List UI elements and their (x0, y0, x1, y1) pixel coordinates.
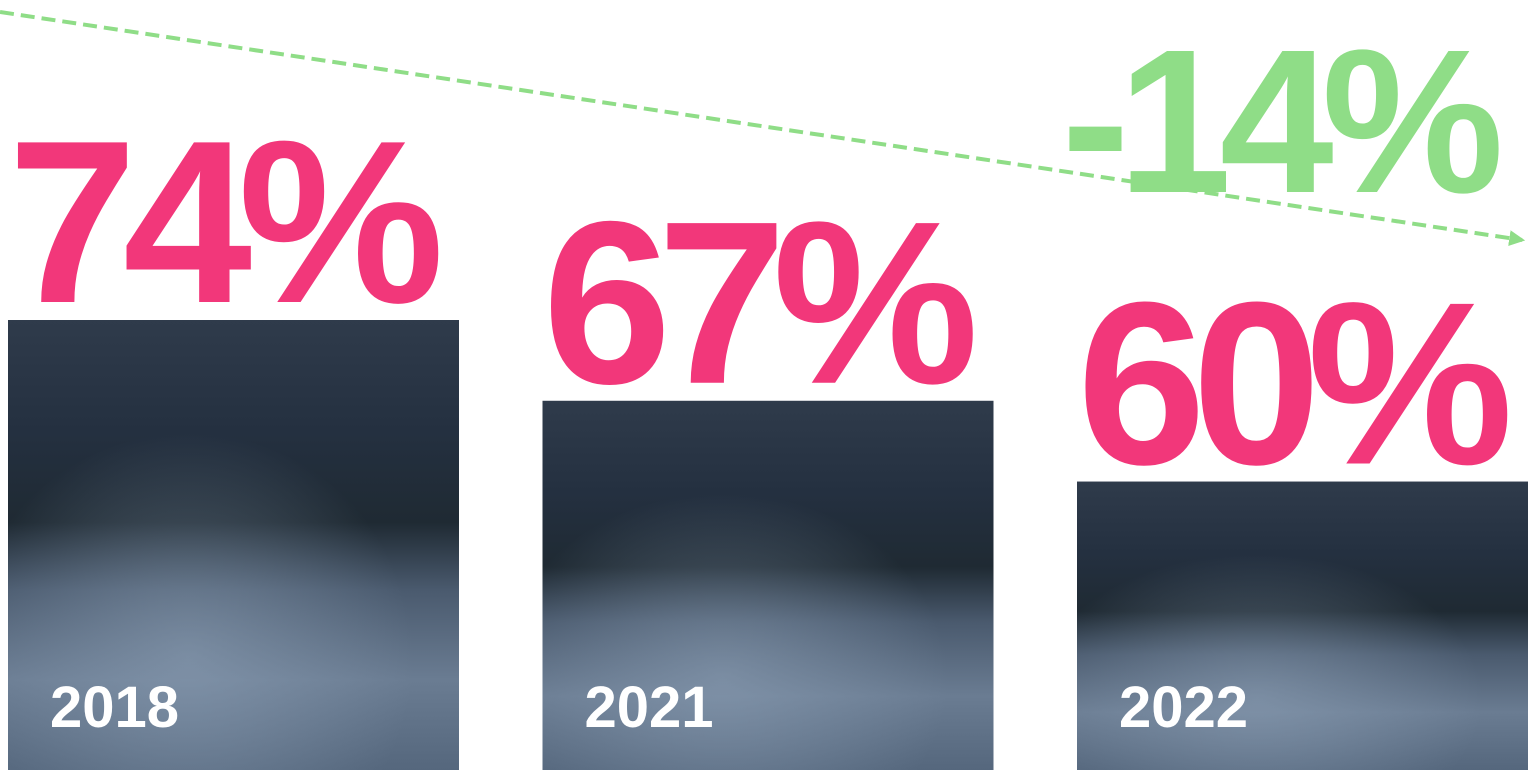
bar-haze (8, 320, 459, 770)
trend-arrow (0, 10, 1526, 247)
value-label: 60% (1077, 255, 1508, 514)
annotation: -14% (1061, 7, 1498, 236)
category-label: 2021 (585, 675, 714, 740)
category-label: 2022 (1119, 675, 1248, 740)
value-label: 67% (543, 174, 974, 433)
category-label: 2018 (50, 675, 179, 740)
value-label: 74% (8, 93, 439, 352)
bar-haze (542, 400, 994, 770)
bar-haze (1077, 481, 1528, 770)
